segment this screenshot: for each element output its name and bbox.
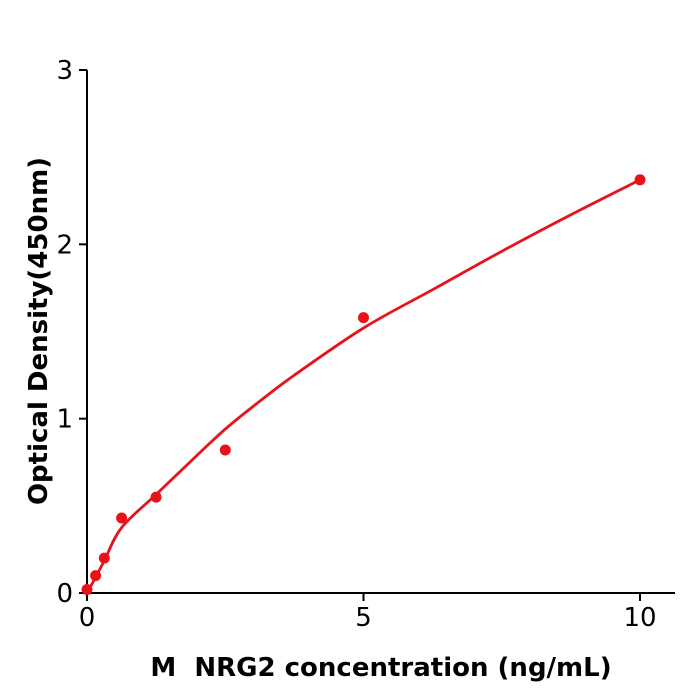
y-axis-label: Optical Density(450nm): [24, 157, 54, 505]
x-axis-label: M NRG2 concentration (ng/mL): [150, 653, 611, 683]
x-tick-label: 0: [79, 603, 96, 633]
data-point: [116, 512, 128, 524]
data-point: [81, 584, 93, 595]
y-tick-label: 2: [56, 230, 73, 260]
fit-curve: [85, 178, 642, 595]
y-tick-label: 3: [56, 56, 73, 86]
data-point: [98, 552, 110, 564]
data-point: [634, 174, 646, 186]
data-point: [358, 312, 369, 324]
y-tick-label: 1: [56, 405, 73, 435]
y-tick-label: 0: [56, 579, 73, 609]
data-point: [219, 444, 231, 456]
axis-spines: [86, 70, 675, 594]
data-point: [150, 491, 162, 503]
x-tick-label: 10: [623, 603, 656, 633]
data-point: [90, 570, 102, 582]
plot-area: 0 5 10 0 1 2 3: [56, 56, 675, 633]
x-tick-label: 5: [355, 603, 372, 633]
